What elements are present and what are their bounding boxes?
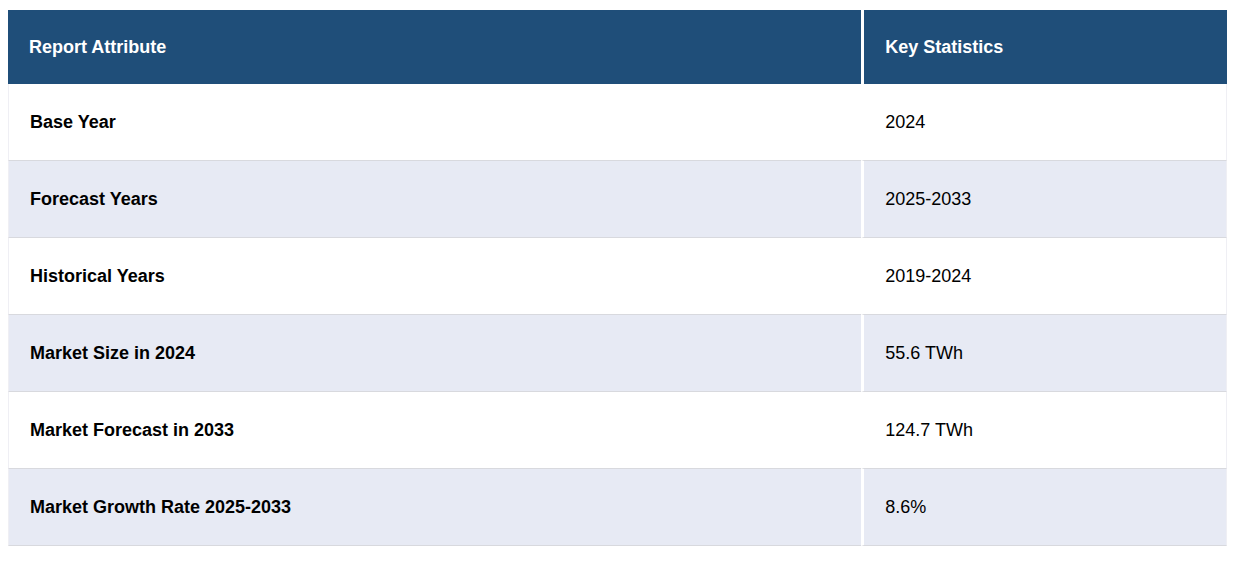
- table-header-row: Report Attribute Key Statistics: [8, 10, 1227, 84]
- attribute-cell: Base Year: [8, 84, 861, 161]
- report-statistics-table: Report Attribute Key Statistics Base Yea…: [8, 10, 1227, 546]
- statistic-cell: 124.7 TWh: [861, 392, 1227, 469]
- table-row: Base Year 2024: [8, 84, 1227, 161]
- table-row: Market Size in 2024 55.6 TWh: [8, 315, 1227, 392]
- attribute-cell: Market Forecast in 2033: [8, 392, 861, 469]
- table-row: Market Forecast in 2033 124.7 TWh: [8, 392, 1227, 469]
- statistic-cell: 8.6%: [861, 469, 1227, 546]
- column-header-report-attribute: Report Attribute: [8, 10, 861, 84]
- attribute-cell: Historical Years: [8, 238, 861, 315]
- attribute-cell: Market Growth Rate 2025-2033: [8, 469, 861, 546]
- statistic-cell: 2024: [861, 84, 1227, 161]
- statistic-cell: 55.6 TWh: [861, 315, 1227, 392]
- table-row: Historical Years 2019-2024: [8, 238, 1227, 315]
- table-row: Forecast Years 2025-2033: [8, 161, 1227, 238]
- page: Report Attribute Key Statistics Base Yea…: [0, 0, 1234, 570]
- statistic-cell: 2019-2024: [861, 238, 1227, 315]
- attribute-cell: Forecast Years: [8, 161, 861, 238]
- column-header-key-statistics: Key Statistics: [861, 10, 1227, 84]
- table-row: Market Growth Rate 2025-2033 8.6%: [8, 469, 1227, 546]
- statistic-cell: 2025-2033: [861, 161, 1227, 238]
- attribute-cell: Market Size in 2024: [8, 315, 861, 392]
